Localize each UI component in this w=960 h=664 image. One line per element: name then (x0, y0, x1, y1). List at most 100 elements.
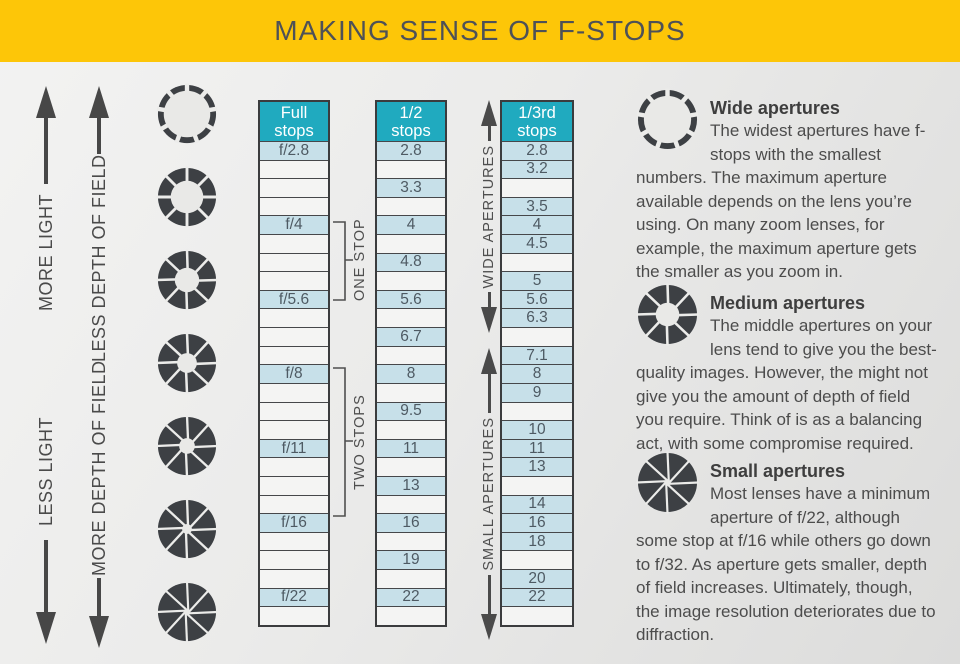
fstop-empty-row (377, 271, 445, 290)
fstop-empty-row (260, 252, 328, 272)
fstop-value-row: f/5.6 (260, 289, 328, 309)
fstop-empty-row (377, 234, 445, 253)
table-header-line: 1/2 (399, 103, 423, 122)
wide-aperture-icon (636, 88, 699, 151)
fstop-value-row: 7.1 (502, 345, 572, 365)
fstop-empty-row (260, 569, 328, 588)
fstop-value-row: 10 (502, 420, 572, 439)
full-stops-table: Full stops f/2.8 f/4 f/5.6 f/8 f/11 f/16 f/22 (258, 100, 330, 627)
fstop-value-row: 19 (377, 550, 445, 570)
fstop-empty-row (260, 401, 328, 421)
fstop-value-row: 5.6 (502, 289, 572, 309)
fstop-empty-row (377, 382, 445, 402)
half-stops-table-header: 1/2 stops (377, 102, 445, 141)
title-bar: MAKING SENSE OF F-STOPS (0, 0, 960, 62)
fstop-empty-row (260, 327, 328, 346)
fstop-value-row: 2.8 (377, 141, 445, 160)
aperture-smallest-icon (156, 581, 218, 643)
fstop-value-row: f/8 (260, 364, 328, 383)
fstop-value-row: f/4 (260, 215, 328, 235)
fstop-value-row: 4.5 (502, 234, 572, 253)
arrowhead-up-icon (89, 86, 109, 118)
fstop-value-row: 9.5 (377, 401, 445, 421)
aperture-medium-small-icon (156, 415, 218, 477)
fstop-value-row: 8 (502, 364, 572, 383)
fstop-value-row: 9 (502, 382, 572, 402)
aperture-medium-icon (156, 332, 218, 394)
fstop-empty-row (377, 494, 445, 514)
fstop-empty-row (260, 606, 328, 625)
small-aperture-icon (636, 451, 699, 514)
aperture-medium-wide-icon (156, 249, 218, 311)
fstop-empty-row (377, 457, 445, 476)
arrowhead-down-icon (89, 616, 109, 648)
info-block-text: The widest apertures have f-stops with t… (636, 121, 926, 281)
fstop-value-row: 11 (502, 438, 572, 458)
fstop-empty-row (377, 159, 445, 179)
fstop-empty-row (260, 457, 328, 476)
fstop-value-row: 2.8 (502, 141, 572, 160)
fstop-empty-row (260, 420, 328, 439)
fstop-empty-row (260, 531, 328, 551)
fstop-value-row: 14 (502, 494, 572, 514)
fstop-empty-row (260, 271, 328, 290)
fstop-empty-row (502, 327, 572, 346)
less-light-arrow-down-icon (35, 540, 57, 644)
table-header-line: stops (517, 121, 557, 140)
fstop-empty-row (502, 550, 572, 570)
info-block-title: Medium apertures (710, 293, 866, 313)
more-light-arrow-up-icon (35, 86, 57, 184)
info-block-small-apertures: Small apertures Most lenses have a minim… (636, 451, 938, 647)
arrow-shaft (487, 574, 491, 615)
fstop-empty-row (377, 569, 445, 588)
arrowhead-down-icon (36, 612, 56, 644)
fstop-empty-row (260, 494, 328, 514)
arrow-shaft (97, 578, 101, 616)
fstop-value-row: 4 (502, 215, 572, 235)
full-stops-table-header: Full stops (260, 102, 328, 141)
fstop-value-row: f/2.8 (260, 141, 328, 160)
fstop-value-row: 5.6 (377, 289, 445, 309)
fstop-empty-row (260, 159, 328, 179)
fstop-empty-row (377, 531, 445, 551)
fstop-value-row: 11 (377, 438, 445, 458)
fstop-empty-row (377, 196, 445, 216)
info-block-text: Most lenses have a minimum aperture of f… (636, 484, 936, 644)
fstop-value-row: 3.5 (502, 196, 572, 216)
medium-aperture-icon (636, 283, 699, 346)
fstop-value-row: f/11 (260, 438, 328, 458)
wide-apertures-range-arrow: WIDE APERTURES (478, 100, 500, 334)
fstop-value-row: 3.2 (502, 159, 572, 179)
info-block-title: Wide apertures (710, 98, 840, 118)
less-dof-arrow-up-icon (88, 86, 110, 154)
small-apertures-range-arrow: SMALL APERTURES (478, 348, 500, 641)
info-block-title: Small apertures (710, 461, 846, 481)
aperture-widest-icon (156, 83, 218, 145)
aperture-small-icon (156, 498, 218, 560)
fstop-empty-row (377, 606, 445, 625)
fstop-value-row: 16 (502, 513, 572, 532)
arrow-shaft (487, 292, 491, 308)
fstop-value-row: 13 (377, 475, 445, 495)
fstop-value-row: 20 (502, 569, 572, 588)
half-stops-table: 1/2 stops 2.8 3.3 4 4.8 5.6 6.7 8 9.5 11 13 16 19 22 (375, 100, 447, 627)
fstop-empty-row (260, 178, 328, 197)
fstop-empty-row (377, 420, 445, 439)
arrow-shaft (44, 540, 48, 612)
fstop-value-row: 18 (502, 531, 572, 551)
arrowhead-up-icon (481, 100, 497, 126)
one-stop-label: ONE STOP (352, 218, 368, 301)
less-depth-of-field-label: LESS DEPTH OF FIELD (89, 154, 109, 362)
table-header-line: 1/3rd (518, 103, 556, 122)
fstop-empty-row (502, 178, 572, 197)
fstop-empty-row (260, 345, 328, 365)
fstop-value-row: 3.3 (377, 178, 445, 197)
arrowhead-down-icon (481, 614, 497, 641)
fstop-empty-row (260, 308, 328, 328)
fstop-value-row: 6.7 (377, 327, 445, 346)
arrow-shaft (487, 374, 491, 414)
info-block-medium-apertures: Medium apertures The middle apertures on… (636, 283, 938, 455)
fstop-value-row: 8 (377, 364, 445, 383)
fstop-value-row: f/16 (260, 513, 328, 532)
